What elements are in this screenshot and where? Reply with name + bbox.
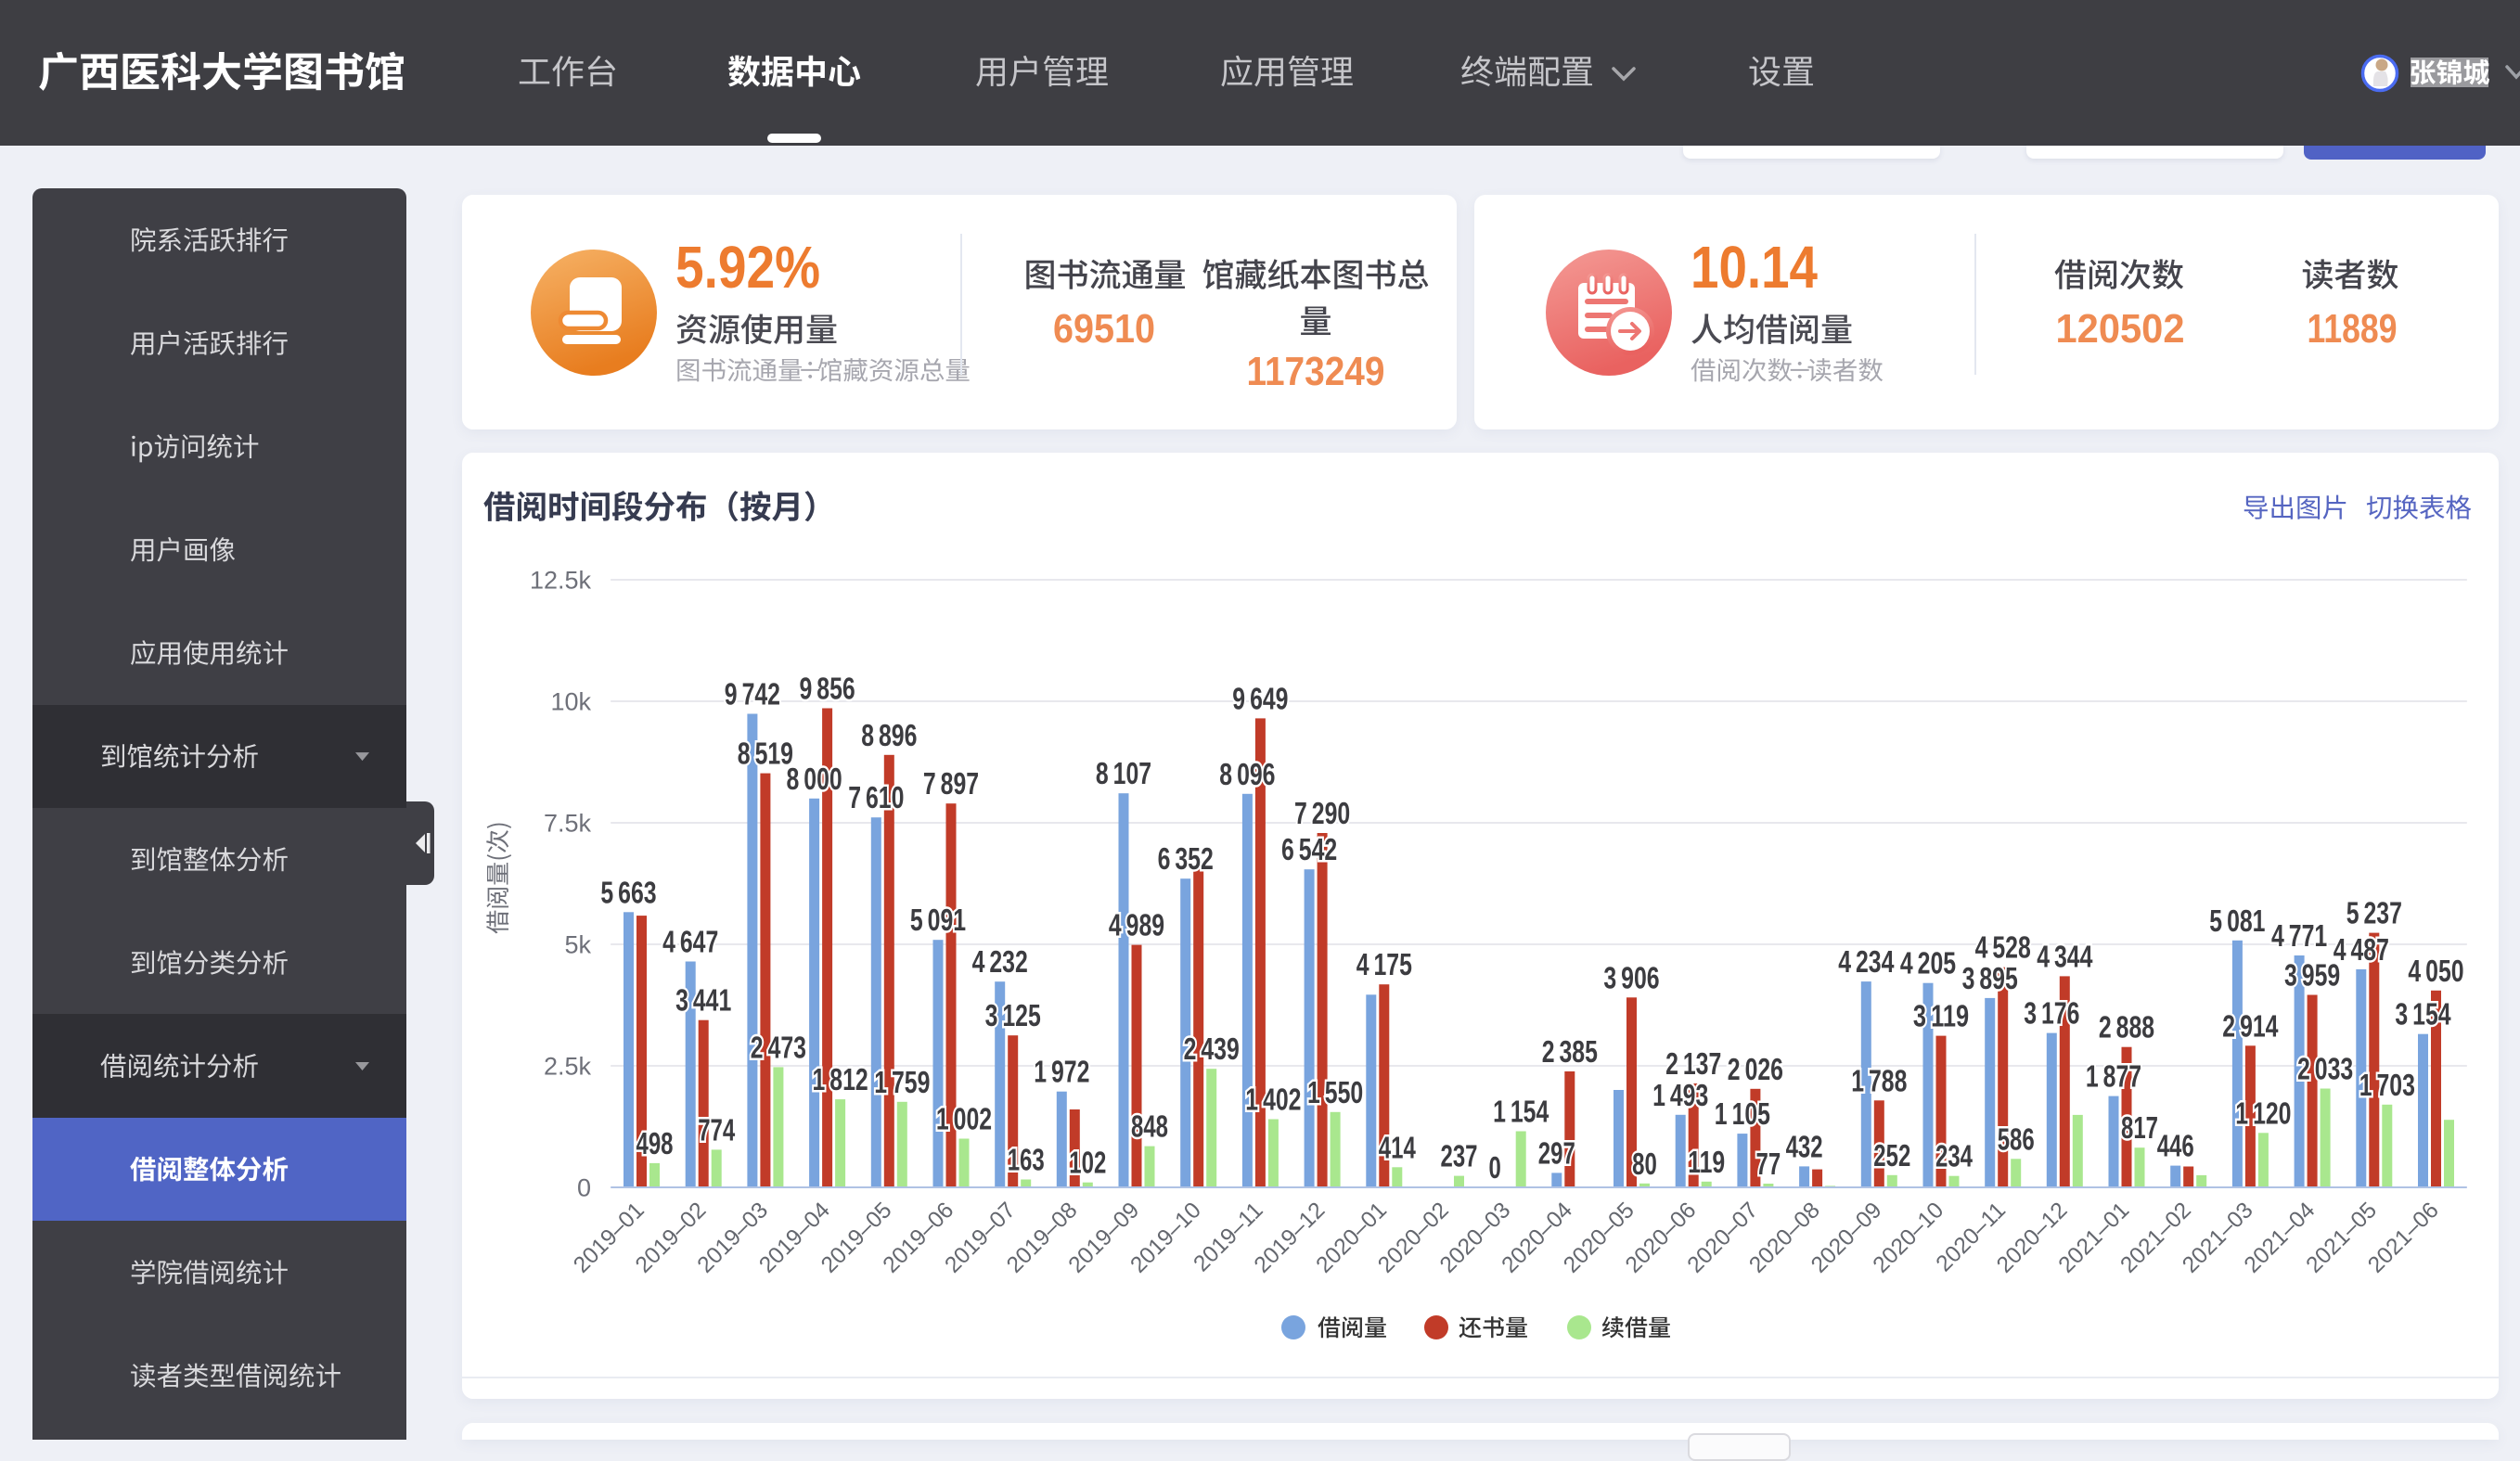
svg-text:163: 163	[1008, 1143, 1045, 1177]
svg-text:12.5k: 12.5k	[530, 567, 592, 595]
svg-text:2 137: 2 137	[1665, 1046, 1721, 1081]
svg-text:3 441: 3 441	[675, 983, 731, 1018]
svg-text:6 542: 6 542	[1281, 832, 1337, 866]
svg-text:80: 80	[1632, 1147, 1657, 1181]
svg-text:848: 848	[1131, 1109, 1168, 1144]
svg-text:297: 297	[1538, 1135, 1575, 1170]
svg-text:4 232: 4 232	[972, 944, 1028, 979]
svg-text:120502: 120502	[2056, 306, 2185, 352]
svg-text:3 895: 3 895	[1962, 961, 2018, 995]
svg-text:7 610: 7 610	[848, 780, 904, 814]
svg-text:10.14: 10.14	[1691, 234, 1818, 301]
svg-text:4 528: 4 528	[1975, 930, 2031, 965]
svg-text:498: 498	[636, 1126, 674, 1160]
svg-text:1 877: 1 877	[2086, 1059, 2141, 1094]
svg-text:4 989: 4 989	[1109, 908, 1164, 942]
svg-text:2 026: 2 026	[1728, 1052, 1783, 1086]
svg-text:1 154: 1 154	[1493, 1095, 1549, 1129]
svg-text:1 788: 1 788	[1851, 1063, 1907, 1097]
svg-text:432: 432	[1786, 1129, 1823, 1163]
svg-text:5 081: 5 081	[2209, 904, 2265, 938]
svg-text:4 647: 4 647	[662, 925, 718, 959]
svg-text:4 175: 4 175	[1356, 947, 1412, 981]
svg-text:2 439: 2 439	[1184, 1032, 1240, 1066]
svg-text:8 896: 8 896	[861, 718, 917, 752]
svg-text:1 759: 1 759	[874, 1065, 930, 1099]
svg-text:7 290: 7 290	[1294, 796, 1350, 830]
svg-text:237: 237	[1441, 1139, 1478, 1173]
svg-text:446: 446	[2157, 1129, 2194, 1163]
svg-text:4 205: 4 205	[1900, 946, 1956, 980]
svg-text:252: 252	[1873, 1138, 1910, 1173]
svg-text:5 663: 5 663	[600, 875, 656, 909]
svg-text:6 352: 6 352	[1158, 841, 1214, 876]
svg-text:9 649: 9 649	[1232, 681, 1288, 715]
svg-text:5 237: 5 237	[2346, 896, 2402, 930]
svg-text:3 119: 3 119	[1913, 999, 1969, 1033]
svg-text:0: 0	[577, 1174, 591, 1202]
svg-text:8 107: 8 107	[1096, 756, 1151, 790]
svg-text:1 120: 1 120	[2235, 1096, 2291, 1130]
svg-text:3 959: 3 959	[2284, 958, 2340, 993]
svg-text:817: 817	[2121, 1110, 2158, 1145]
svg-text:7 897: 7 897	[923, 766, 979, 801]
svg-text:3 154: 3 154	[2395, 997, 2451, 1032]
svg-text:414: 414	[1379, 1130, 1416, 1164]
svg-text:69510: 69510	[1053, 306, 1155, 352]
svg-text:5.92%: 5.92%	[675, 234, 820, 301]
svg-text:1173249: 1173249	[1247, 349, 1385, 394]
svg-text:2 385: 2 385	[1542, 1034, 1598, 1069]
svg-text:4 344: 4 344	[2037, 939, 2093, 973]
svg-text:1 493: 1 493	[1652, 1078, 1708, 1112]
svg-text:1 972: 1 972	[1034, 1055, 1089, 1089]
svg-text:5k: 5k	[564, 931, 591, 959]
svg-text:4 771: 4 771	[2271, 918, 2327, 953]
svg-text:1 550: 1 550	[1307, 1075, 1363, 1109]
svg-text:5 091: 5 091	[910, 903, 966, 937]
svg-text:9 742: 9 742	[725, 677, 780, 711]
svg-text:2 888: 2 888	[2099, 1010, 2154, 1044]
svg-text:3 906: 3 906	[1603, 960, 1659, 994]
svg-text:1 105: 1 105	[1715, 1096, 1770, 1131]
svg-text:3 176: 3 176	[2024, 996, 2079, 1031]
svg-text:77: 77	[1756, 1147, 1781, 1181]
svg-text:1 812: 1 812	[813, 1062, 868, 1096]
svg-text:234: 234	[1935, 1139, 1973, 1173]
svg-text:10k: 10k	[550, 688, 591, 716]
svg-text:2 914: 2 914	[2222, 1008, 2279, 1043]
svg-text:1 402: 1 402	[1245, 1083, 1301, 1117]
svg-text:2.5k: 2.5k	[544, 1053, 592, 1081]
svg-text:8 096: 8 096	[1219, 757, 1275, 791]
svg-text:11889: 11889	[2308, 306, 2398, 352]
svg-text:7.5k: 7.5k	[544, 810, 592, 838]
svg-text:9 856: 9 856	[800, 672, 855, 706]
svg-text:4 234: 4 234	[1838, 944, 1895, 979]
svg-text:8 000: 8 000	[787, 762, 842, 796]
svg-text:2 473: 2 473	[751, 1030, 806, 1064]
svg-text:0: 0	[1489, 1150, 1501, 1185]
svg-text:2 033: 2 033	[2297, 1052, 2353, 1086]
svg-text:3 125: 3 125	[985, 998, 1041, 1032]
svg-text:4 487: 4 487	[2334, 932, 2389, 967]
svg-text:1 703: 1 703	[2359, 1068, 2415, 1102]
svg-text:8 519: 8 519	[738, 737, 793, 771]
svg-text:4 050: 4 050	[2408, 954, 2463, 988]
svg-text:119: 119	[1688, 1145, 1725, 1179]
svg-text:774: 774	[698, 1112, 735, 1147]
svg-text:586: 586	[1998, 1121, 2035, 1156]
svg-text:102: 102	[1069, 1146, 1106, 1180]
svg-text:1 002: 1 002	[936, 1102, 992, 1136]
